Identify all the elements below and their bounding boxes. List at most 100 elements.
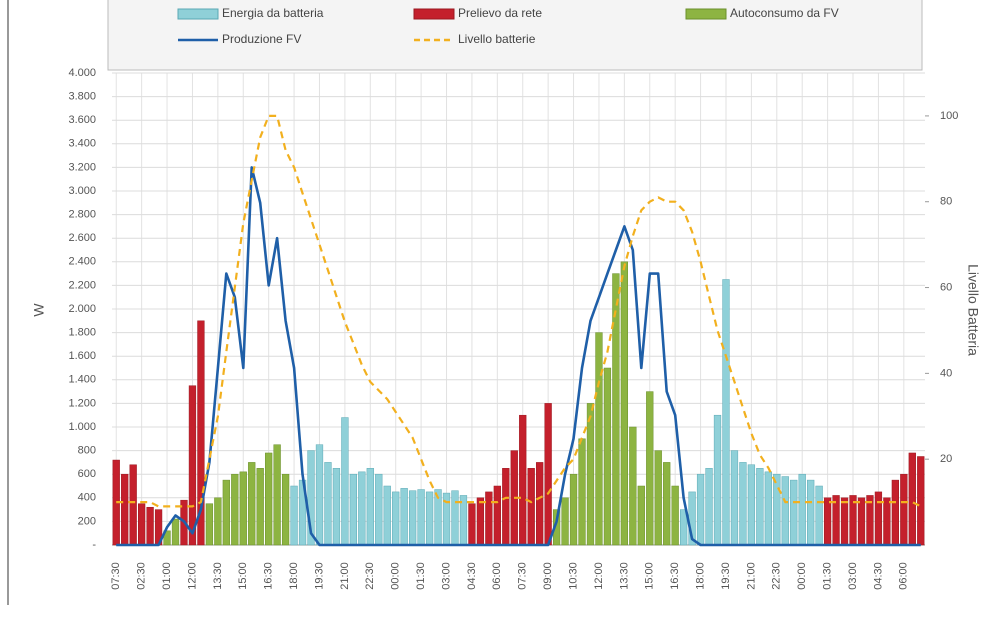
bar [239,471,247,546]
y-tick-label: - [92,539,96,551]
bar [349,473,357,546]
bar [222,479,230,546]
y-tick-label: 3.800 [68,91,96,103]
bar [307,450,315,546]
bar [561,497,569,546]
x-tick-label: 02:30 [136,562,148,590]
y-tick-label: 1.200 [68,397,96,409]
y-axis-label: W [31,303,47,317]
bar [637,485,645,546]
bar [485,491,493,546]
legend-label: Autoconsumo da FV [730,6,839,20]
bar [400,488,408,546]
y-tick-label: 4.000 [68,67,96,79]
y2-tick-label: 80 [940,196,952,208]
bar [603,367,612,546]
y-tick-label: 3.600 [68,114,96,126]
bar [840,497,849,546]
y-tick-label: 1.800 [68,327,96,339]
bar [790,479,798,546]
y-tick-label: 1.600 [68,350,96,362]
bar [392,491,400,546]
bar [807,479,815,546]
bar [739,462,747,546]
y-tick-label: 3.200 [68,161,96,173]
x-tick-label: 15:00 [237,562,249,590]
x-tick-label: 19:30 [720,562,732,590]
legend-swatch [177,8,219,20]
bar [696,473,705,546]
y2-axis-label: Livello Batteria [965,264,981,356]
y2-tick-label: 100 [940,110,958,122]
bar [129,464,137,546]
bar [536,462,544,546]
bar [265,452,273,546]
bar [629,426,637,546]
x-tick-label: 01:00 [161,562,173,590]
bar [493,485,501,546]
x-tick-label: 04:30 [466,562,478,590]
bar [417,489,425,546]
bar [290,485,298,546]
x-tick-label: 03:00 [440,562,452,590]
x-tick-label: 19:30 [313,562,325,590]
bar [671,485,679,546]
y2-tick-label: 40 [940,367,952,379]
bar [197,320,205,546]
bar [205,503,214,546]
legend-label: Produzione FV [222,32,301,46]
bar [281,473,290,546]
legend-label: Prelievo da rete [458,6,542,20]
legend: Energia da batteria Prelievo da rete Autoc… [177,6,839,46]
bar [527,468,535,546]
x-tick-label: 13:30 [618,562,630,590]
bar [138,503,146,546]
bar [256,468,264,546]
bar [569,473,578,546]
y-tick-label: 1.400 [68,374,96,386]
y2-tick-label: 60 [940,281,952,293]
x-tick-label: 04:30 [872,562,884,590]
bar [519,414,527,546]
y-tick-label: 2.000 [68,303,96,315]
bar [705,468,713,546]
legend-label: Livello batterie [458,32,536,46]
bar [823,497,832,546]
bar [883,497,891,546]
y-tick-label: 3.000 [68,185,96,197]
bar [358,471,366,546]
y-tick-label: 800 [78,445,96,457]
y-tick-label: 2.400 [68,256,96,268]
bar [366,468,374,546]
y2-tick-label: 20 [940,453,952,465]
bar [730,450,739,546]
x-tick-label: 06:00 [898,562,910,590]
y-tick-label: 3.400 [68,138,96,150]
legend-box [107,0,923,71]
production-line [116,166,921,547]
x-tick-label: 22:30 [364,562,376,590]
x-tick-label: 15:00 [644,562,656,590]
bar [188,385,197,546]
x-tick-label: 10:30 [567,562,579,590]
bar [764,471,772,546]
legend-swatch [413,8,455,20]
bar [451,490,459,546]
y-tick-label: 400 [78,492,96,504]
bar [815,485,823,546]
bar [468,503,476,546]
x-tick-label: 07:30 [110,562,122,590]
bar [722,279,730,546]
bar [332,468,341,546]
battery-level-line [116,114,922,508]
bar [273,444,281,546]
x-tick-label: 13:30 [212,562,224,590]
legend-label: Energia da batteria [222,6,324,20]
bar [595,332,603,546]
y-tick-label: 1.000 [68,421,96,433]
bar [163,530,171,546]
bar [383,485,391,546]
bar [620,261,628,546]
bar [756,468,764,546]
